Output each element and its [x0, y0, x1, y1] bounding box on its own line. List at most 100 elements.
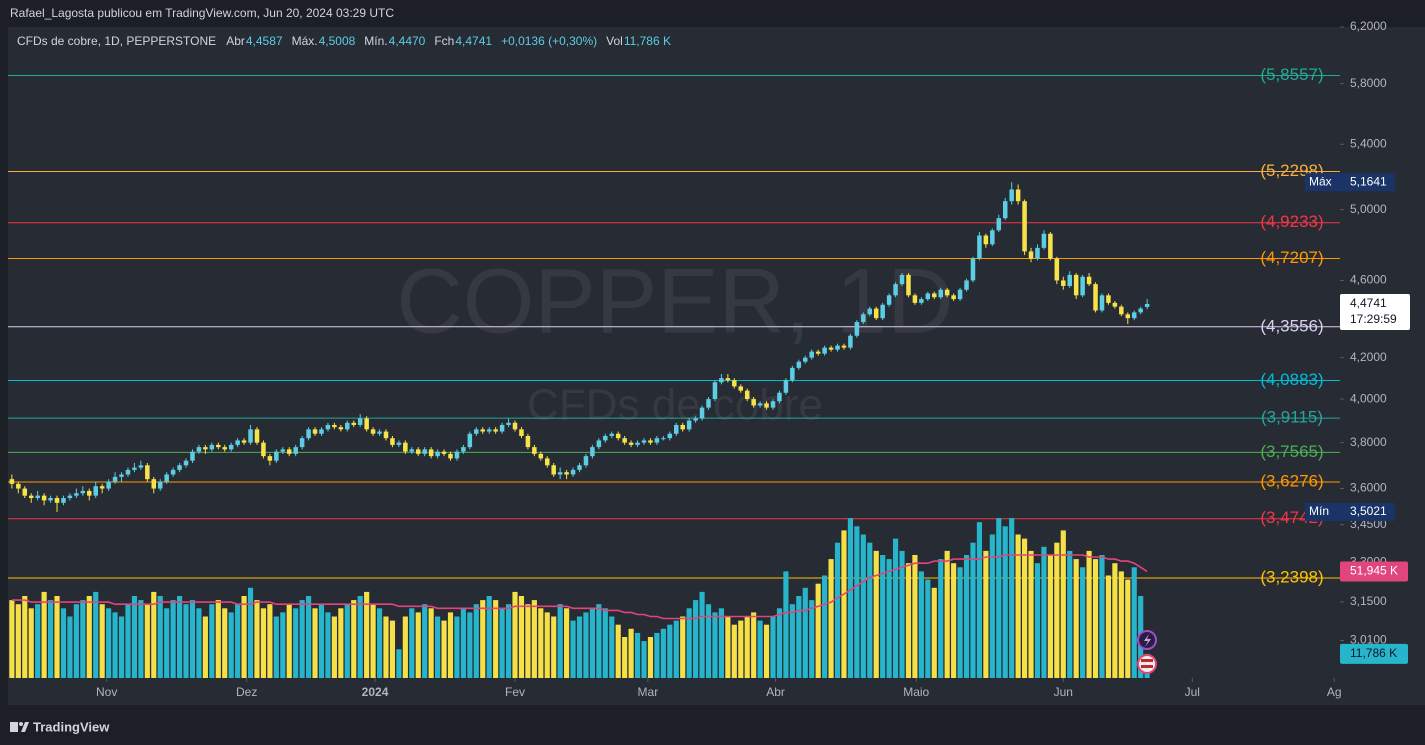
- volume-bar: [144, 604, 150, 678]
- candle-body: [861, 314, 866, 323]
- candle-body: [203, 447, 208, 450]
- volume-bar: [576, 616, 583, 678]
- volume-bar: [299, 600, 305, 678]
- max-marker-value: 5,1641: [1350, 174, 1387, 188]
- y-tick-label: 4,6000: [1350, 273, 1387, 287]
- volume-bar: [344, 604, 350, 678]
- volume-bar: [47, 600, 54, 678]
- candle-body: [977, 235, 982, 259]
- candle-body: [332, 424, 337, 428]
- volume-bar: [293, 608, 299, 678]
- volume-bar: [905, 563, 912, 678]
- volume-bar: [1047, 555, 1053, 678]
- volume-ma-line: [11, 554, 1148, 620]
- volume-bar: [273, 616, 279, 678]
- volume-bar: [899, 550, 905, 678]
- volume-bar: [712, 612, 718, 678]
- volume-bar: [1112, 563, 1118, 678]
- candle-body: [428, 449, 434, 457]
- candle-body: [209, 444, 215, 450]
- volume-bar: [106, 608, 112, 678]
- y-tick-label: 5,4000: [1350, 136, 1387, 150]
- x-tick-label: Ag: [1327, 685, 1342, 699]
- x-tick-label: Fev: [505, 685, 525, 699]
- legend-high-label: Máx.: [291, 34, 318, 48]
- y-tick-label: 3,8000: [1350, 435, 1387, 449]
- volume-bar: [118, 616, 125, 678]
- volume-bar: [131, 596, 138, 678]
- flag-stripe: [1141, 659, 1153, 662]
- candle-body: [796, 361, 802, 368]
- volume-bar: [693, 600, 699, 678]
- volume-bar: [596, 604, 602, 678]
- candle-body: [1061, 280, 1066, 286]
- volume-bar: [1028, 550, 1034, 678]
- candle-body: [1099, 295, 1105, 311]
- legend-high: 4,5008: [318, 34, 356, 48]
- volume-bar: [615, 624, 621, 678]
- candle-body: [319, 429, 324, 434]
- country-flag-icon[interactable]: [1137, 654, 1157, 674]
- candle-body: [112, 476, 118, 482]
- volume-bar: [138, 600, 144, 678]
- volume-bar: [415, 612, 421, 678]
- candle-body: [506, 422, 511, 425]
- alert-icon-bolt: [1144, 634, 1151, 647]
- tv-logo: [10, 722, 29, 732]
- candle-body: [583, 456, 589, 466]
- candle-body: [925, 293, 931, 300]
- volume-bar: [680, 616, 686, 678]
- last-price-box: [1340, 293, 1410, 330]
- volume-bar: [286, 604, 292, 678]
- candle-body: [493, 429, 498, 432]
- candle-body: [951, 295, 956, 300]
- candle-body: [1054, 258, 1060, 281]
- last-price-label: 4,4741: [1350, 296, 1387, 310]
- fib-level-label: (3,2398): [1260, 568, 1323, 587]
- volume-bar: [422, 604, 428, 678]
- candle-body: [680, 424, 685, 430]
- candle-body: [983, 235, 989, 245]
- candle-body: [132, 467, 137, 470]
- volume-bar: [480, 600, 486, 678]
- candle-body: [622, 438, 627, 443]
- candle-body: [222, 447, 227, 450]
- volume-bar: [583, 612, 589, 678]
- volume-bar: [435, 616, 441, 678]
- volume-bar: [699, 591, 705, 678]
- candle-body: [686, 420, 692, 430]
- volume-bar: [544, 612, 550, 678]
- legend-open: 4,4587: [245, 34, 283, 48]
- volume-bar: [744, 616, 750, 678]
- candle-body: [706, 399, 711, 408]
- candle-body: [93, 486, 98, 496]
- volume-bar: [157, 596, 163, 678]
- volume-bar: [705, 604, 712, 678]
- volume-bar: [389, 620, 396, 678]
- candle-body: [499, 424, 505, 432]
- candle-body: [370, 429, 376, 434]
- candle-body: [435, 451, 440, 457]
- candle-body: [364, 418, 369, 430]
- x-tick-label: Abr: [766, 685, 785, 699]
- candle-body: [570, 469, 576, 475]
- volume-label-box: [1340, 643, 1408, 664]
- volume-bar: [867, 542, 873, 678]
- volume-bar: [80, 600, 86, 678]
- volume-bar: [1002, 526, 1008, 678]
- fib-level-label: (4,9233): [1260, 212, 1323, 231]
- candle-body: [744, 390, 750, 400]
- candle-body: [654, 438, 660, 443]
- candle-body: [87, 490, 92, 496]
- volume-bar: [757, 620, 763, 678]
- volume-bar: [957, 567, 963, 678]
- candle-body: [899, 274, 905, 285]
- volume-bar: [1015, 534, 1021, 678]
- volume-bar: [54, 596, 60, 678]
- candle-body: [61, 498, 66, 503]
- candle-body: [822, 347, 827, 354]
- candle-body: [22, 488, 28, 496]
- candle-body: [764, 403, 769, 408]
- volume-bar: [996, 518, 1002, 678]
- chart-background: [8, 27, 1425, 705]
